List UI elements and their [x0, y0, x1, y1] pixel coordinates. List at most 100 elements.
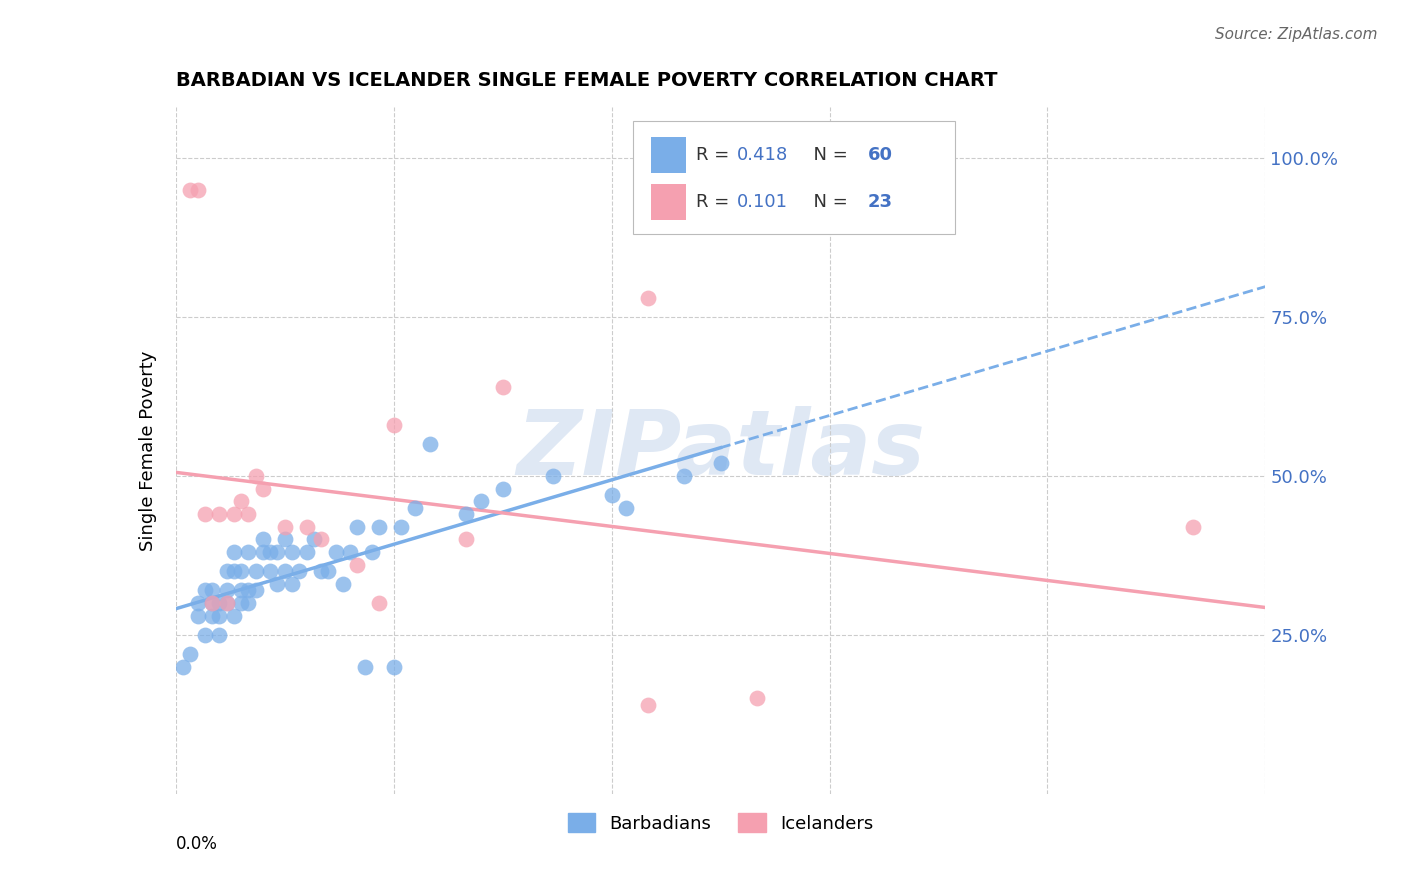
Point — [238, 583, 260, 598]
Point — [186, 183, 209, 197]
Point — [179, 647, 201, 661]
Point — [222, 545, 245, 559]
Point — [368, 520, 391, 534]
Text: ZIPatlas: ZIPatlas — [516, 407, 925, 494]
Y-axis label: Single Female Poverty: Single Female Poverty — [139, 351, 157, 550]
Point — [238, 545, 260, 559]
Point — [186, 608, 209, 623]
Point — [208, 596, 231, 610]
Point — [346, 558, 368, 572]
Point — [186, 596, 209, 610]
Point — [215, 564, 238, 578]
FancyBboxPatch shape — [651, 137, 686, 173]
Point — [201, 608, 224, 623]
Point — [288, 564, 311, 578]
Point — [194, 628, 217, 642]
Point — [637, 698, 659, 712]
Point — [201, 596, 224, 610]
Point — [274, 533, 297, 547]
Point — [456, 533, 478, 547]
Point — [382, 417, 405, 432]
Point — [231, 583, 253, 598]
Text: N =: N = — [803, 193, 853, 211]
Point — [259, 545, 281, 559]
Point — [600, 488, 623, 502]
Point — [614, 500, 637, 515]
Point — [222, 507, 245, 521]
Text: R =: R = — [696, 146, 734, 164]
Point — [1181, 520, 1204, 534]
Point — [302, 533, 325, 547]
Point — [245, 583, 267, 598]
Point — [252, 545, 274, 559]
Point — [194, 583, 217, 598]
Point — [492, 482, 515, 496]
Point — [259, 564, 281, 578]
Point — [382, 659, 405, 673]
Point — [295, 520, 318, 534]
Point — [309, 564, 332, 578]
Point — [231, 564, 253, 578]
Legend: Barbadians, Icelanders: Barbadians, Icelanders — [561, 806, 880, 839]
Point — [360, 545, 382, 559]
Point — [215, 596, 238, 610]
Text: 0.101: 0.101 — [737, 193, 787, 211]
Point — [215, 596, 238, 610]
Point — [325, 545, 347, 559]
Text: 0.418: 0.418 — [737, 146, 789, 164]
Point — [201, 583, 224, 598]
Text: N =: N = — [803, 146, 853, 164]
Point — [318, 564, 340, 578]
Point — [710, 456, 733, 470]
Point — [368, 596, 391, 610]
Point — [194, 507, 217, 521]
Point — [238, 507, 260, 521]
Point — [274, 520, 297, 534]
Point — [281, 545, 304, 559]
Point — [470, 494, 492, 508]
Text: 23: 23 — [868, 193, 893, 211]
Point — [252, 482, 274, 496]
Point — [332, 577, 354, 591]
Text: R =: R = — [696, 193, 734, 211]
Point — [238, 596, 260, 610]
Point — [295, 545, 318, 559]
Point — [405, 500, 427, 515]
Point — [673, 469, 696, 483]
Point — [172, 659, 194, 673]
Point — [245, 564, 267, 578]
Point — [543, 469, 565, 483]
Point — [208, 507, 231, 521]
Point — [215, 583, 238, 598]
Point — [231, 494, 253, 508]
Point — [245, 469, 267, 483]
Point — [419, 437, 441, 451]
Point — [274, 564, 297, 578]
Point — [208, 628, 231, 642]
Point — [201, 596, 224, 610]
Point — [346, 520, 368, 534]
Point — [222, 608, 245, 623]
Point — [252, 533, 274, 547]
Point — [637, 291, 659, 305]
Point — [281, 577, 304, 591]
Point — [389, 520, 412, 534]
Point — [353, 659, 375, 673]
Point — [266, 545, 288, 559]
Point — [266, 577, 288, 591]
Point — [492, 380, 515, 394]
Point — [456, 507, 478, 521]
Text: Source: ZipAtlas.com: Source: ZipAtlas.com — [1215, 27, 1378, 42]
Point — [179, 183, 201, 197]
Point — [208, 608, 231, 623]
Point — [231, 596, 253, 610]
Text: 0.0%: 0.0% — [176, 835, 218, 853]
Point — [339, 545, 361, 559]
Text: 60: 60 — [868, 146, 893, 164]
Point — [745, 691, 768, 706]
Point — [309, 533, 332, 547]
Point — [222, 564, 245, 578]
FancyBboxPatch shape — [651, 184, 686, 219]
FancyBboxPatch shape — [633, 120, 955, 234]
Text: BARBADIAN VS ICELANDER SINGLE FEMALE POVERTY CORRELATION CHART: BARBADIAN VS ICELANDER SINGLE FEMALE POV… — [176, 71, 997, 90]
